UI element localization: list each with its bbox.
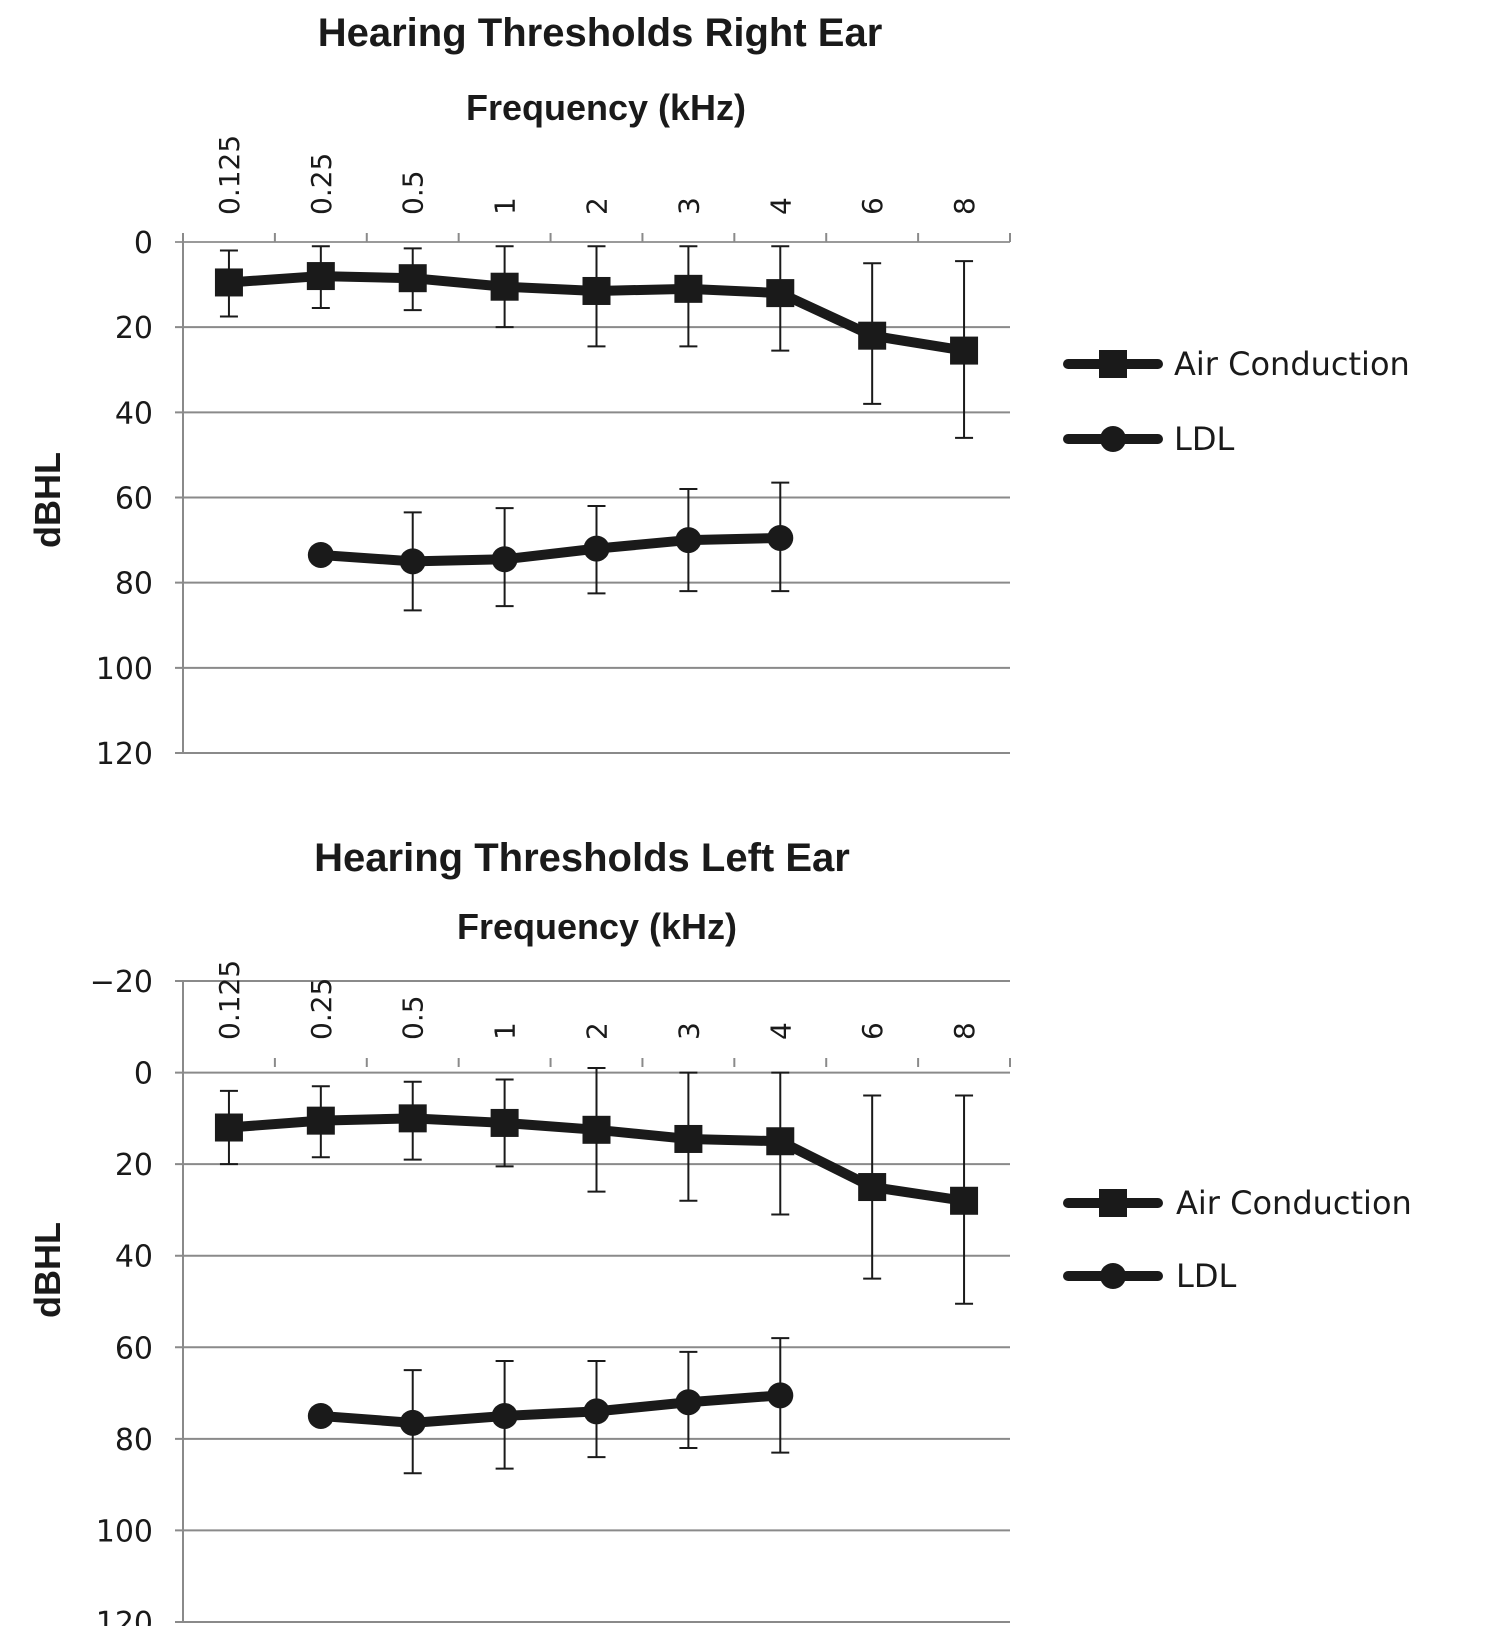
data-point-ldl (583, 1398, 610, 1425)
y-tick-label: 100 (96, 652, 153, 687)
y-tick-label: 0 (134, 226, 153, 261)
chart-right-ear: Hearing Thresholds Right Ear Frequency (… (27, 11, 1410, 772)
x-tick-label: 2 (581, 197, 614, 215)
y-tick-label: −20 (90, 965, 153, 1000)
legend-label-ldl: LDL (1176, 1257, 1236, 1295)
legend-square-marker-icon (1099, 1189, 1127, 1217)
y-tick-label: 100 (96, 1514, 153, 1549)
data-point-air-conduction (582, 276, 611, 305)
chart-title: Hearing Thresholds Left Ear (314, 836, 850, 880)
legend-circle-marker-icon (1100, 426, 1126, 452)
legend-circle-marker-icon (1100, 1263, 1126, 1289)
y-tick-labels: −20 0 20 40 60 80 100 120 (90, 965, 153, 1626)
data-point-ldl (675, 1389, 702, 1416)
data-point-ldl (767, 524, 794, 551)
data-point-air-conduction (398, 1104, 427, 1133)
data-point-air-conduction (398, 264, 427, 293)
y-axis-title: dBHL (27, 452, 68, 548)
x-tick-label: 4 (764, 197, 797, 215)
x-tick-label: 1 (489, 1022, 522, 1040)
legend-label-ldl: LDL (1174, 420, 1234, 458)
data-point-air-conduction (674, 274, 703, 303)
series-line-ldl (315, 532, 786, 567)
data-point-air-conduction (582, 1115, 611, 1144)
x-tick-label: 6 (856, 1022, 889, 1040)
data-point-air-conduction (858, 321, 887, 350)
data-point-air-conduction (950, 336, 979, 365)
data-point-ldl (583, 535, 610, 562)
x-tick-label: 8 (948, 1022, 981, 1040)
series-line-ldl (315, 1390, 786, 1428)
legend-square-marker-icon (1099, 350, 1127, 378)
y-tick-label: 60 (115, 482, 153, 517)
legend-label-air-conduction: Air Conduction (1174, 345, 1410, 383)
data-point-ldl (767, 1382, 794, 1409)
data-point-air-conduction (766, 279, 795, 308)
y-tick-label: 80 (115, 1423, 153, 1458)
x-tick-labels: 0.125 0.25 0.5 1 2 3 4 6 8 (213, 135, 981, 215)
data-point-air-conduction (306, 1106, 335, 1135)
y-tick-label: 120 (96, 737, 153, 772)
data-markers (214, 1104, 979, 1436)
y-tick-label: 60 (115, 1331, 153, 1366)
x-axis-title: Frequency (kHz) (457, 906, 737, 947)
y-tick-label: 20 (115, 311, 153, 346)
y-tick-labels: 0 20 40 60 80 100 120 (96, 226, 153, 772)
y-axis-title: dBHL (27, 1222, 68, 1318)
gridlines (175, 233, 1011, 754)
data-point-ldl (399, 1409, 426, 1436)
legend-label-air-conduction: Air Conduction (1176, 1184, 1412, 1222)
data-point-ldl (491, 546, 518, 573)
x-tick-label: 4 (764, 1022, 797, 1040)
x-tick-label: 1 (489, 197, 522, 215)
data-point-air-conduction (214, 268, 243, 297)
data-point-air-conduction (490, 272, 519, 301)
x-tick-label: 0.25 (305, 978, 338, 1040)
data-point-ldl (307, 541, 334, 568)
chart-left-ear: Hearing Thresholds Left Ear Frequency (k… (27, 836, 1412, 1626)
data-point-air-conduction (766, 1127, 795, 1156)
data-point-air-conduction (306, 262, 335, 291)
x-tick-labels: 0.125 0.25 0.5 1 2 3 4 6 8 (213, 960, 981, 1040)
chart-title: Hearing Thresholds Right Ear (318, 11, 883, 55)
y-tick-label: 0 (134, 1057, 153, 1092)
x-axis-title: Frequency (kHz) (466, 87, 746, 128)
legend: Air Conduction LDL (1063, 345, 1410, 458)
x-tick-label: 0.5 (397, 170, 430, 215)
data-point-air-conduction (490, 1108, 519, 1137)
x-tick-label: 6 (856, 197, 889, 215)
data-point-air-conduction (674, 1124, 703, 1153)
x-tick-label: 8 (948, 197, 981, 215)
data-point-air-conduction (214, 1113, 243, 1142)
y-tick-label: 40 (115, 1240, 153, 1275)
gridlines (175, 980, 1011, 1623)
data-point-ldl (399, 548, 426, 575)
x-tick-label: 0.125 (213, 135, 246, 215)
x-tick-label: 2 (581, 1022, 614, 1040)
x-tick-label: 0.125 (213, 960, 246, 1040)
data-point-ldl (675, 527, 702, 554)
data-markers (214, 262, 979, 575)
x-tick-label: 3 (672, 197, 705, 215)
data-point-air-conduction (858, 1173, 887, 1202)
legend: Air Conduction LDL (1063, 1184, 1412, 1295)
data-point-ldl (491, 1402, 518, 1429)
y-tick-label: 120 (96, 1606, 153, 1626)
data-point-air-conduction (950, 1186, 979, 1215)
y-tick-label: 80 (115, 567, 153, 602)
y-tick-label: 40 (115, 396, 153, 431)
x-tick-label: 0.5 (397, 995, 430, 1040)
y-tick-label: 20 (115, 1148, 153, 1183)
x-tick-label: 3 (672, 1022, 705, 1040)
x-tick-label: 0.25 (305, 153, 338, 215)
data-point-ldl (307, 1402, 334, 1429)
